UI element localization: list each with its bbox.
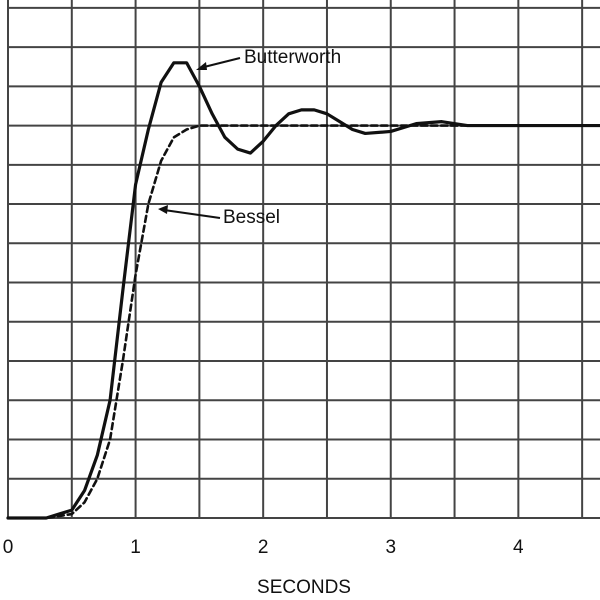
- x-tick-label: 0: [3, 537, 14, 558]
- x-tick-label: 2: [258, 537, 269, 558]
- annotation-arrowhead: [158, 205, 168, 214]
- annotation-arrowhead: [196, 62, 207, 70]
- grid: [7, 0, 600, 519]
- x-axis-label: SECONDS: [257, 577, 351, 598]
- lines: [6, 61, 600, 520]
- series-line: [6, 61, 600, 520]
- x-tick-label: 4: [513, 537, 524, 558]
- series-line: [6, 124, 600, 520]
- annotation: Butterworth: [244, 47, 341, 68]
- annotation-arrow: [199, 57, 241, 69]
- x-tick-label: 3: [385, 537, 396, 558]
- annotation-arrow: [163, 209, 221, 219]
- x-tick-label: 1: [130, 537, 141, 558]
- annotation: Bessel: [223, 207, 280, 228]
